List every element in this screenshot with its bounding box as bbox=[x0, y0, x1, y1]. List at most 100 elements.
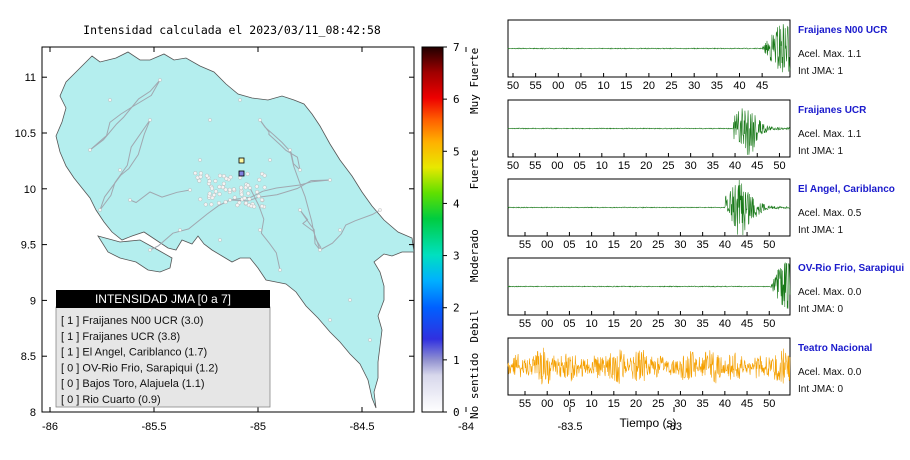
city-dot bbox=[221, 174, 226, 179]
city-dot bbox=[318, 248, 322, 252]
city-dot bbox=[378, 208, 382, 212]
time-tick-label: 00 bbox=[552, 80, 564, 92]
city-dot bbox=[228, 175, 233, 180]
city-dot bbox=[148, 248, 152, 252]
city-dot bbox=[198, 174, 203, 179]
x-tick-label: -85 bbox=[250, 421, 266, 433]
road-segment bbox=[289, 149, 321, 251]
city-dot bbox=[210, 186, 214, 191]
city-dot bbox=[88, 148, 92, 152]
trace-panel: 55 00 05 10 15 20 25 30 35 40 45 50 OV-Rio Frio, Sar… bbox=[507, 257, 904, 330]
y-tick-label: 8 bbox=[30, 407, 36, 419]
scale-tick-label: 2 bbox=[453, 302, 460, 315]
time-tick-label: 25 bbox=[652, 318, 664, 330]
scale-tick-label: 4 bbox=[453, 197, 460, 210]
time-tick-label: 10 bbox=[585, 318, 597, 330]
city-dot bbox=[128, 198, 132, 202]
time-tick-label: 25 bbox=[652, 398, 664, 410]
station-name: Fraijanes N00 UCR bbox=[798, 25, 888, 36]
city-dot bbox=[258, 118, 262, 122]
legend-item: [ 1 ] Fraijanes UCR (3.8) bbox=[61, 331, 180, 343]
station-acel-max: Acel. Max. 0.5 bbox=[798, 208, 862, 219]
station-marker-fraijanes-n00-ucr[interactable] bbox=[238, 170, 245, 177]
city-dot bbox=[218, 173, 222, 178]
scale-category-label: Muy Fuerte bbox=[468, 48, 481, 114]
intensity-color-scale: 0 1 2 3 4 5 6 7 No sentido Debil Moderado Fuerte Mu… bbox=[421, 41, 481, 419]
time-tick-label: 05 bbox=[563, 398, 575, 410]
station-marker-fraijanes-ucr[interactable] bbox=[238, 157, 245, 164]
time-tick-label: 50 bbox=[507, 80, 519, 92]
trace-panel: 55 00 05 10 15 20 25 30 35 40 45 50 El Angel, Caribl… bbox=[507, 178, 895, 251]
map-title: Intensidad calculada el 2023/03/11_08:42… bbox=[83, 23, 381, 37]
station-acel-max: Acel. Max. 0.0 bbox=[798, 287, 862, 298]
x-tick-label: -84 bbox=[458, 421, 474, 433]
city-dot bbox=[209, 202, 214, 207]
road-segment bbox=[129, 189, 191, 204]
city-dot bbox=[198, 158, 202, 162]
trace-panel: 55 00 05 10 15 20 25 30 35 40 45 50 Teatro Nacional A… bbox=[507, 337, 872, 410]
station-acel-max: Acel. Max. 1.1 bbox=[798, 129, 862, 140]
city-dot bbox=[98, 208, 102, 212]
time-tick-label: 20 bbox=[630, 318, 642, 330]
road-segment bbox=[299, 209, 321, 251]
city-dot bbox=[262, 185, 267, 190]
time-tick-label: 40 bbox=[729, 160, 741, 172]
city-dot bbox=[224, 176, 229, 181]
road-segment bbox=[99, 119, 151, 211]
scale-tick-label: 7 bbox=[453, 41, 460, 54]
time-tick-label: 30 bbox=[685, 160, 697, 172]
station-acel-max: Acel. Max. 1.1 bbox=[798, 49, 862, 60]
time-tick-label: 35 bbox=[697, 318, 709, 330]
time-tick-label: 55 bbox=[519, 398, 531, 410]
color-scale-labels: No sentido Debil Moderado Fuerte Muy Fuerte bbox=[468, 48, 481, 419]
map-axes: -86 -85.5 -85 -84.5 -84 -83.5 -8388.599.51010.… bbox=[15, 47, 682, 433]
scale-tick-label: 6 bbox=[453, 93, 460, 106]
city-dot bbox=[178, 228, 182, 232]
time-tick-label: 30 bbox=[674, 318, 686, 330]
city-dot bbox=[207, 191, 212, 196]
scale-category-label: No sentido bbox=[468, 353, 481, 419]
road-segment bbox=[259, 119, 301, 171]
intensity-legend: INTENSIDAD JMA [0 a 7] [ 1 ] Fraijanes N… bbox=[55, 290, 271, 408]
city-dot bbox=[223, 200, 228, 205]
waveform-line bbox=[507, 347, 791, 385]
city-dot bbox=[238, 98, 242, 102]
city-dot bbox=[245, 171, 250, 176]
time-tick-label: 20 bbox=[630, 398, 642, 410]
time-tick-label: 25 bbox=[665, 80, 677, 92]
scale-tick-label: 0 bbox=[453, 406, 460, 419]
time-tick-label: 40 bbox=[719, 239, 731, 251]
city-dot bbox=[228, 198, 232, 202]
scale-tick-label: 1 bbox=[453, 354, 460, 367]
trace-panel: 50 55 00 05 10 15 20 25 30 35 40 45 50 Fraijanes UCR A… bbox=[507, 99, 867, 172]
city-dot bbox=[203, 202, 208, 207]
city-dot bbox=[232, 195, 237, 200]
city-dot bbox=[246, 191, 251, 196]
time-tick-label: 15 bbox=[608, 398, 620, 410]
time-tick-label: 05 bbox=[573, 160, 585, 172]
time-tick-label: 00 bbox=[541, 239, 553, 251]
city-dot bbox=[213, 189, 218, 194]
legend-item: [ 1 ] El Angel, Cariblanco (1.7) bbox=[61, 347, 207, 359]
time-tick-label: 50 bbox=[763, 239, 775, 251]
station-name: Teatro Nacional bbox=[798, 343, 872, 354]
scale-tick-label: 3 bbox=[453, 250, 460, 263]
road-network bbox=[89, 79, 381, 271]
time-tick-label: 40 bbox=[733, 80, 745, 92]
city-dot bbox=[231, 187, 236, 192]
city-dot bbox=[247, 197, 252, 201]
city-dot bbox=[288, 148, 292, 152]
legend-item: [ 1 ] Fraijanes N00 UCR (3.0) bbox=[61, 315, 203, 327]
time-tick-label: 30 bbox=[674, 398, 686, 410]
time-tick-label: 00 bbox=[551, 160, 563, 172]
time-tick-label: 05 bbox=[575, 80, 587, 92]
y-tick-label: 9 bbox=[30, 295, 36, 307]
city-dot bbox=[207, 179, 212, 184]
time-tick-label: 00 bbox=[541, 318, 553, 330]
time-tick-label: 50 bbox=[763, 398, 775, 410]
time-tick-label: 00 bbox=[541, 398, 553, 410]
city-dot bbox=[255, 190, 260, 194]
time-tick-label: 25 bbox=[662, 160, 674, 172]
city-dot bbox=[217, 201, 221, 205]
